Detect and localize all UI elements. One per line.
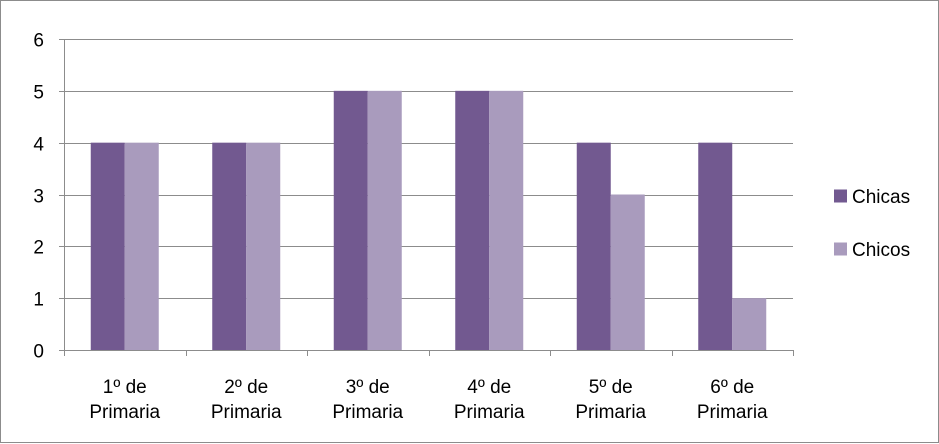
x-tick-label-4-line-1: 4º de xyxy=(467,377,511,398)
legend-label-chicas: Chicas xyxy=(852,187,910,208)
axes xyxy=(59,39,794,356)
x-tick-label-5-line-2: Primaria xyxy=(575,402,646,423)
x-tick-label-3-line-2: Primaria xyxy=(332,402,403,423)
bar-chicas-2 xyxy=(212,142,247,350)
legend: Chicas Chicos xyxy=(834,187,910,261)
x-tick-label-6-line-2: Primaria xyxy=(697,402,768,423)
y-tick-label-1: 1 xyxy=(33,290,44,311)
x-tick-label-6-line-1: 6º de xyxy=(710,377,754,398)
gridlines xyxy=(64,39,793,299)
y-tick-label-3: 3 xyxy=(33,187,44,208)
x-tick-label-2-line-1: 2º de xyxy=(224,377,268,398)
x-tick-label-1-line-2: Primaria xyxy=(89,402,160,423)
bar-chicas-6 xyxy=(698,142,733,350)
bar-chicos-5 xyxy=(610,194,645,350)
x-tick-label-1-line-1: 1º de xyxy=(103,377,147,398)
legend-swatch-chicos xyxy=(834,242,847,256)
x-tick-label-4-line-2: Primaria xyxy=(454,402,525,423)
bar-chicos-6 xyxy=(732,298,767,350)
y-tick-label-4: 4 xyxy=(33,135,44,156)
y-tick-label-6: 6 xyxy=(33,31,44,52)
bar-chicas-1 xyxy=(90,142,125,350)
legend-label-chicos: Chicos xyxy=(852,240,910,261)
bar-chicos-2 xyxy=(246,142,281,350)
y-tick-label-5: 5 xyxy=(33,83,44,104)
bar-chicos-3 xyxy=(367,90,402,350)
bars xyxy=(90,90,767,350)
bar-chicas-5 xyxy=(576,142,611,350)
bar-chicas-3 xyxy=(333,90,368,350)
y-axis-tick-labels: 0 1 2 3 4 5 6 xyxy=(33,31,44,363)
x-tick-label-3-line-1: 3º de xyxy=(346,377,390,398)
x-tick-label-2-line-2: Primaria xyxy=(211,402,282,423)
x-axis-tick-labels: 1º de Primaria 2º de Primaria 3º de Primaria 4… xyxy=(89,377,768,423)
bar-chicas-4 xyxy=(455,90,490,350)
legend-swatch-chicas xyxy=(834,189,847,203)
bar-chicos-1 xyxy=(124,142,159,350)
y-tick-label-2: 2 xyxy=(33,238,44,259)
y-tick-label-0: 0 xyxy=(33,342,44,363)
bar-chicos-4 xyxy=(489,90,524,350)
x-tick-label-5-line-1: 5º de xyxy=(589,377,633,398)
